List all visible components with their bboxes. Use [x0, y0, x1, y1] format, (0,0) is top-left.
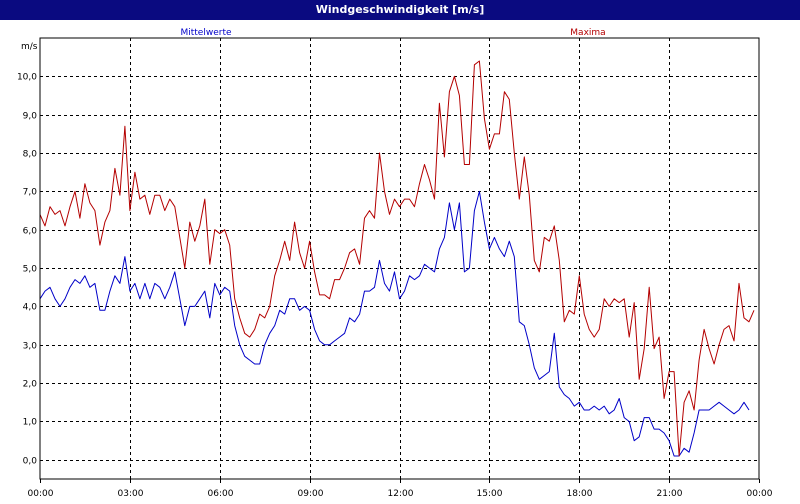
- series-line-maxima: [39, 60, 755, 457]
- window-title: Windgeschwindigkeit [m/s]: [0, 0, 800, 20]
- x-tick-time-label: 21:00: [657, 489, 683, 499]
- x-tick-time-label: 06:00: [208, 489, 234, 499]
- y-tick-label: 1,0: [23, 418, 38, 428]
- y-tick-labels: 0,0 1,0 2,0 3,0 4,0 5,0 6,0 7,0 8,0 9,0 10,0: [17, 73, 37, 467]
- legend-maxima: Maxima: [570, 28, 605, 38]
- y-tick-label: 6,0: [23, 227, 38, 237]
- x-tick-time-label: 09:00: [298, 489, 324, 499]
- y-tick-label: 10,0: [17, 73, 37, 83]
- y-tick-label: 7,0: [23, 188, 38, 198]
- grid: [40, 38, 759, 479]
- x-tick-time-label: 00:00: [28, 489, 54, 499]
- y-tick-label: 3,0: [23, 342, 38, 352]
- wind-speed-chart: m/s Mittelwerte Maxima 0,0 1,0 2,0 3,0 4,0 5,…: [17, 28, 773, 499]
- x-tick-time-label: 15:00: [477, 489, 503, 499]
- series-line-mittelwerte: [39, 190, 750, 457]
- x-tick-time-label: 00:00: [747, 489, 773, 499]
- chart-area: m/s Mittelwerte Maxima 0,0 1,0 2,0 3,0 4,0 5,…: [0, 20, 800, 500]
- x-tick-time-label: 18:00: [567, 489, 593, 499]
- x-tick-labels: 00:0029.01.1903:0029.01.1906:0029.01.190…: [28, 479, 773, 499]
- y-tick-label: 5,0: [23, 265, 38, 275]
- y-tick-label: 9,0: [23, 112, 38, 122]
- y-tick-label: 2,0: [23, 380, 38, 390]
- x-tick-time-label: 03:00: [118, 489, 144, 499]
- y-tick-label: 0,0: [23, 457, 38, 467]
- y-tick-label: 4,0: [23, 303, 38, 313]
- legend-mittelwerte: Mittelwerte: [180, 28, 231, 38]
- plot-frame: [39, 37, 760, 480]
- x-tick-time-label: 12:00: [388, 489, 414, 499]
- y-axis-unit-label: m/s: [21, 42, 38, 52]
- series-lines: [39, 60, 755, 457]
- y-tick-label: 8,0: [23, 150, 38, 160]
